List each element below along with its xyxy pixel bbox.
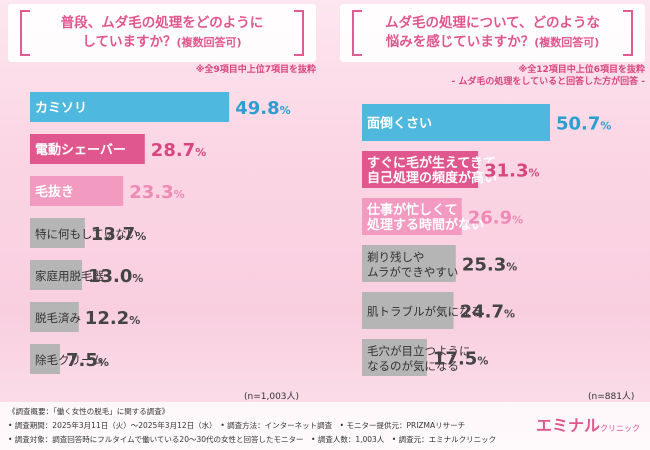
right-panel: ムダ毛の処理について、どのような 悩みを感じていますか？(複数回答可) ※全12… [340, 4, 645, 402]
footer-line2: • 調査期間：2025年3月11日（火）〜2025年3月12日（水） • 調査方… [8, 421, 466, 430]
value-label-6: 7.5% [66, 350, 109, 371]
left-n-label: (n=1,003人) [244, 392, 300, 402]
footer-line1: 《調査概要：「働く女性の脱毛」に関する調査》 [8, 407, 170, 416]
bar-5 [362, 339, 427, 376]
left-note: ※全9項目中上位7項目を抜粋 [195, 65, 316, 75]
bar-2 [362, 198, 462, 235]
survey-footer: 《調査概要：「働く女性の脱毛」に関する調査》 • 調査期間：2025年3月11日… [0, 402, 650, 450]
category-label-4: 肌トラブルが気になる [367, 305, 482, 319]
bar-1 [362, 151, 479, 188]
category-label-5-0: 毛穴が目立つように [367, 344, 471, 358]
category-label-3: 特に何もしていない [35, 227, 138, 241]
value-label-3: 25.3% [462, 255, 517, 276]
right-note: ※全12項目中上位6項目を抜粋 [518, 65, 645, 75]
value-label-3: 13.7% [91, 224, 146, 245]
category-label-4: 家庭用脱毛器 [35, 269, 104, 283]
category-label-2-0: 仕事が忙しくて [366, 202, 458, 218]
bar-1 [30, 134, 145, 164]
bar-3 [30, 218, 85, 248]
value-label-4: 24.7% [460, 302, 515, 323]
right-n-label: (n=881人) [588, 392, 635, 402]
bar-6 [30, 344, 60, 374]
left-question: 普段、ムダ毛の処理をどのように していますか？(複数回答可) [61, 14, 264, 52]
right-question-sub: (複数回答可) [534, 36, 600, 49]
left-bracket-icon [352, 10, 362, 56]
value-label-2: 23.3% [129, 182, 184, 203]
category-label-0: 面倒くさい [367, 116, 432, 132]
category-label-6: 除毛クリーム [35, 353, 104, 367]
bar-4 [362, 292, 454, 329]
value-label-0: 49.8% [235, 98, 290, 119]
bar-0 [362, 104, 550, 141]
category-label-2-1: 処理する時間がない [366, 217, 484, 233]
value-label-1: 28.7% [151, 140, 206, 161]
category-label-1-1: 自己処理の頻度が高い [367, 170, 497, 186]
right-question: ムダ毛の処理について、どのような 悩みを感じていますか？(複数回答可) [385, 14, 600, 52]
value-label-5: 12.2% [85, 308, 140, 329]
left-panel: 普段、ムダ毛の処理をどのように していますか？(複数回答可) ※全9項目中上位7… [8, 4, 316, 402]
category-label-0: カミソリ [35, 101, 87, 116]
category-label-1-0: すぐに毛が生えてきて [367, 155, 496, 171]
category-label-1: 電動シェーバー [35, 142, 126, 158]
bar-3 [362, 245, 456, 282]
right-question-line1: ムダ毛の処理について、どのような [385, 15, 600, 31]
clinic-logo: エミナルクリニック [536, 412, 640, 436]
footer-line3: • 調査対象：調査回答時にフルタイムで働いている20〜30代の女性と回答したモニ… [8, 435, 497, 444]
bar-4 [30, 260, 82, 290]
bar-5 [30, 302, 79, 332]
value-label-0: 50.7% [556, 114, 611, 135]
value-label-2: 26.9% [468, 208, 523, 229]
right-question-line2: 悩みを感じていますか？ [385, 34, 535, 50]
right-bracket-icon [294, 10, 304, 56]
left-question-box: 普段、ムダ毛の処理をどのように していますか？(複数回答可) [8, 4, 316, 62]
value-label-1: 31.3% [484, 161, 539, 182]
right-question-box: ムダ毛の処理について、どのような 悩みを感じていますか？(複数回答可) [340, 4, 645, 62]
category-label-5: 脱毛済み [35, 311, 81, 325]
category-label-2: 毛抜き [35, 184, 74, 200]
logo-sub-text: クリニック [600, 424, 640, 433]
category-label-3-1: ムラができやすい [367, 265, 458, 279]
value-label-4: 13.0% [88, 266, 143, 287]
bar-2 [30, 176, 124, 206]
category-label-3-0: 剃り残しや [367, 250, 424, 264]
logo-main-text: エミナル [535, 416, 600, 435]
value-label-5: 17.5% [433, 349, 488, 370]
category-label-5-1: なるのが気になる [367, 359, 459, 373]
left-bar-chart: カミソリ 49.8%電動シェーバー 28.7%毛抜き 23.3%特に何もしていない13… [30, 92, 291, 374]
left-question-line1: 普段、ムダ毛の処理をどのように [60, 15, 264, 31]
left-question-line2: していますか？ [82, 34, 177, 50]
right-bracket-icon [623, 10, 633, 56]
left-bracket-icon [20, 10, 30, 56]
left-question-sub: (複数回答可) [176, 36, 242, 49]
right-note2: - ムダ毛の処理をしていると回答した方が回答 - [451, 77, 645, 87]
bar-0 [30, 92, 230, 122]
